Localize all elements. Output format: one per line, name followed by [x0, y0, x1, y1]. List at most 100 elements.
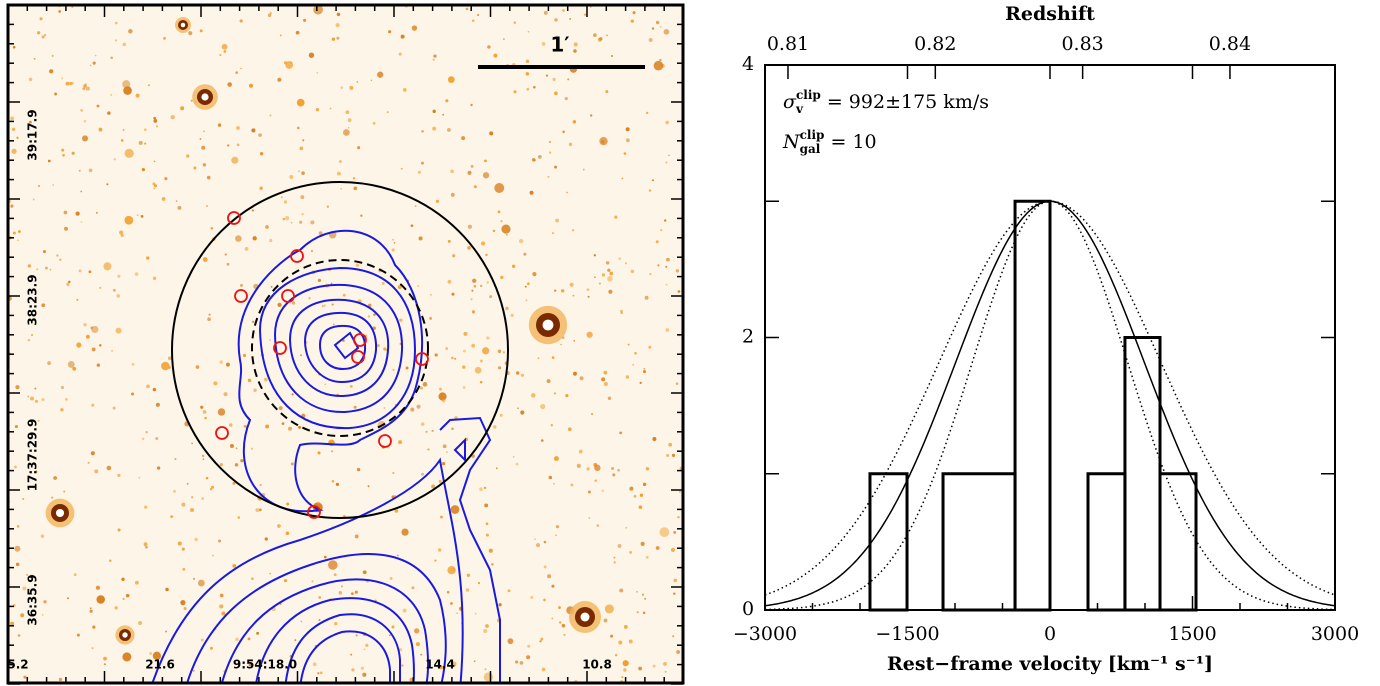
star	[205, 476, 209, 480]
star	[675, 382, 679, 385]
star	[336, 36, 340, 40]
star	[120, 139, 124, 142]
star	[99, 344, 102, 347]
x-tick-label: 0	[1044, 623, 1056, 645]
star	[205, 204, 208, 207]
star	[632, 363, 634, 366]
star	[299, 146, 304, 151]
star	[321, 305, 324, 307]
star	[473, 660, 476, 663]
star	[49, 268, 52, 271]
star	[561, 623, 566, 628]
member-marker	[234, 289, 248, 303]
star	[227, 82, 233, 87]
star	[92, 61, 96, 65]
star	[119, 230, 124, 235]
star	[651, 27, 655, 30]
star	[551, 232, 554, 235]
member-marker	[378, 434, 392, 448]
star	[152, 387, 157, 392]
star	[206, 175, 211, 180]
star	[486, 281, 489, 284]
star	[432, 126, 437, 131]
star	[103, 262, 112, 271]
member-marker	[351, 350, 365, 364]
star	[317, 278, 322, 282]
star	[303, 18, 307, 22]
star	[450, 505, 460, 514]
star	[442, 113, 445, 116]
star	[117, 528, 121, 532]
star	[485, 522, 489, 526]
star	[181, 547, 185, 551]
star	[231, 156, 239, 164]
star	[467, 224, 473, 229]
star	[485, 624, 489, 628]
star	[668, 154, 670, 157]
star	[340, 585, 343, 588]
star	[659, 26, 662, 28]
annotation-sub: v	[795, 102, 804, 116]
star	[601, 273, 606, 277]
star	[152, 651, 162, 660]
bar	[941, 472, 1017, 612]
star	[156, 466, 161, 470]
star	[492, 229, 496, 233]
star	[14, 465, 17, 469]
star	[587, 295, 590, 298]
star	[483, 486, 487, 490]
star	[534, 538, 536, 540]
star	[634, 351, 637, 355]
star	[571, 229, 575, 232]
star	[513, 21, 517, 24]
star	[392, 238, 394, 241]
star	[71, 151, 75, 155]
star	[41, 398, 45, 402]
star	[125, 593, 130, 598]
star	[617, 468, 620, 472]
scale-label: 1′	[550, 33, 569, 57]
star	[497, 366, 502, 370]
star	[60, 385, 65, 390]
star	[335, 23, 340, 28]
star	[621, 676, 624, 679]
star	[671, 453, 676, 457]
star	[411, 586, 415, 590]
star	[438, 479, 442, 483]
star	[573, 42, 578, 47]
star	[551, 356, 555, 359]
bright-star	[580, 612, 590, 622]
star	[355, 263, 360, 267]
star	[34, 387, 37, 390]
star	[505, 306, 509, 311]
bar	[1123, 336, 1162, 612]
star	[434, 559, 437, 562]
star	[420, 653, 423, 656]
star	[541, 42, 546, 46]
star	[36, 268, 39, 271]
annotation-sup: clip	[796, 88, 821, 102]
star	[392, 368, 395, 371]
star	[149, 652, 152, 655]
star	[76, 342, 82, 348]
star	[152, 276, 157, 280]
star	[223, 392, 228, 397]
star	[136, 214, 139, 216]
star	[131, 392, 135, 396]
star	[666, 454, 670, 457]
star	[109, 559, 112, 562]
star	[554, 289, 557, 292]
star	[186, 154, 190, 158]
star	[122, 652, 132, 662]
star	[144, 505, 148, 509]
star	[124, 215, 134, 225]
star	[599, 37, 603, 41]
star	[197, 579, 205, 587]
image-frame	[6, 3, 685, 685]
star	[80, 190, 83, 193]
star	[299, 220, 303, 224]
star	[199, 29, 203, 33]
star	[33, 57, 36, 60]
star	[533, 85, 536, 89]
star	[278, 406, 283, 411]
